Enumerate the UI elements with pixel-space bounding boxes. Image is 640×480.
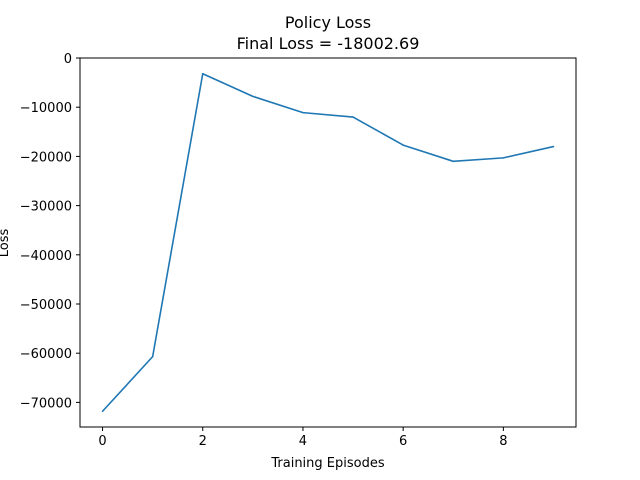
data-point: [352, 116, 354, 118]
data-point: [252, 95, 254, 98]
data-point: [502, 157, 505, 159]
x-tick-label: 8: [499, 434, 507, 449]
data-point: [302, 111, 304, 114]
series-line: [101, 72, 554, 412]
x-axis-ticks: 0 2 4 6 8: [98, 427, 507, 449]
y-tick-label: −40000: [20, 249, 72, 264]
y-tick-label: 0: [64, 52, 72, 67]
x-tick-label: 0: [98, 434, 106, 449]
y-axis-label: Loss: [0, 229, 12, 258]
x-tick-label: 2: [199, 434, 207, 449]
y-axis-ticks: 0 −10000 −20000 −30000 −40000 −50000 −60000 −70…: [20, 52, 80, 411]
data-point: [402, 144, 404, 146]
y-tick-label: −10000: [20, 101, 72, 116]
x-tick-label: 4: [299, 434, 307, 449]
y-tick-label: −50000: [20, 298, 72, 313]
plot-area-frame: [79, 57, 577, 428]
x-tick-label: 6: [399, 434, 407, 449]
y-tick-label: −20000: [20, 150, 72, 165]
data-point: [452, 160, 455, 163]
data-point: [101, 410, 104, 413]
chart-subtitle: Final Loss = -18002.69: [237, 34, 420, 53]
data-point: [552, 145, 555, 148]
y-tick-label: −60000: [20, 347, 72, 362]
y-tick-label: −70000: [20, 396, 72, 411]
data-point: [201, 72, 204, 75]
data-point: [151, 355, 154, 358]
x-axis-label: Training Episodes: [270, 456, 384, 471]
chart-title: Policy Loss: [285, 13, 371, 32]
series-layer: [101, 72, 555, 413]
y-tick-label: −30000: [20, 200, 72, 215]
